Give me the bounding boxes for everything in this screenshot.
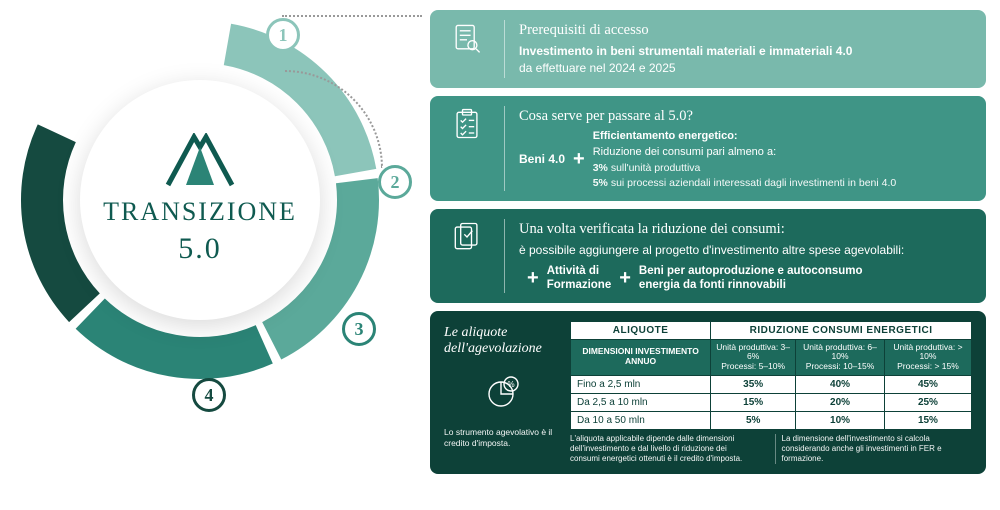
rates-title: Le aliquote dell'agevolazione — [444, 325, 562, 359]
rates-footnote-side: Lo strumento agevolativo è il credito d'… — [444, 427, 562, 448]
addition-renewables: Beni per autoproduzione e autoconsumoene… — [639, 264, 863, 293]
card-sub: è possibile aggiungere al progetto d'inv… — [519, 242, 972, 259]
th-range-3: Unità produttiva: > 10%Processi: > 15% — [884, 339, 971, 375]
docs-check-icon — [444, 219, 490, 255]
plus-icon: + — [565, 145, 593, 174]
step-number-1: 1 — [266, 18, 300, 52]
beni-label: Beni 4.0 — [519, 151, 565, 168]
plus-icon: + — [519, 264, 547, 293]
card-bold: Investimento in beni strumentali materia… — [519, 44, 852, 58]
card-title: Prerequisiti di accesso — [519, 20, 972, 41]
table-row: Da 2,5 a 10 mln15%20%25% — [571, 393, 972, 411]
ring-panel: TRANSIZIONE 5.0 1 2 3 4 — [0, 0, 430, 510]
checklist-icon — [444, 106, 490, 142]
table-row: Fino a 2,5 mln35%40%45% — [571, 375, 972, 393]
step-number-4: 4 — [192, 378, 226, 412]
addition-training: Attività diFormazione — [547, 264, 612, 293]
card-sub: da effettuare nel 2024 e 2025 — [519, 60, 972, 77]
th-dimensions: DIMENSIONI INVESTIMENTO ANNUO — [571, 339, 711, 375]
th-aliquote: ALIQUOTE — [571, 321, 711, 339]
document-search-icon — [444, 20, 490, 56]
card-prerequisites: Prerequisiti di accesso Investimento in … — [430, 10, 986, 88]
tent-logo-icon — [160, 133, 240, 188]
eff-title: Efficientamento energetico: — [593, 130, 738, 142]
th-riduzione: RIDUZIONE CONSUMI ENERGETICI — [711, 321, 972, 339]
brand-disc: TRANSIZIONE 5.0 — [80, 80, 320, 320]
th-range-2: Unità produttiva: 6–10%Processi: 10–15% — [796, 339, 885, 375]
footnote-b: La dimensione dell'investimento si calco… — [775, 434, 973, 464]
eff-sub: Riduzione dei consumi pari almeno a: — [593, 146, 776, 158]
card-title: Una volta verificata la riduzione dei co… — [519, 219, 972, 240]
card-rates: Le aliquote dell'agevolazione % Lo strum… — [430, 311, 986, 474]
progress-ring: TRANSIZIONE 5.0 1 2 3 4 — [20, 20, 380, 380]
connector-line — [282, 15, 422, 17]
rates-table: ALIQUOTE RIDUZIONE CONSUMI ENERGETICI DI… — [570, 321, 972, 430]
brand-title: TRANSIZIONE 5.0 — [103, 196, 297, 268]
plus-icon: + — [611, 264, 639, 293]
pie-percent-icon: % — [483, 372, 523, 417]
step-number-3: 3 — [342, 312, 376, 346]
card-additions: Una volta verificata la riduzione dei co… — [430, 209, 986, 302]
table-row: Da 10 a 50 mln5%10%15% — [571, 411, 972, 429]
card-requirements: Cosa serve per passare al 5.0? Beni 4.0 … — [430, 96, 986, 201]
svg-text:%: % — [507, 380, 514, 389]
cards-column: Prerequisiti di accesso Investimento in … — [430, 0, 1000, 510]
step-number-2: 2 — [378, 165, 412, 199]
card-title: Cosa serve per passare al 5.0? — [519, 106, 972, 127]
th-range-1: Unità produttiva: 3–6%Processi: 5–10% — [711, 339, 796, 375]
footnote-a: L'aliquota applicabile dipende dalle dim… — [570, 434, 761, 464]
